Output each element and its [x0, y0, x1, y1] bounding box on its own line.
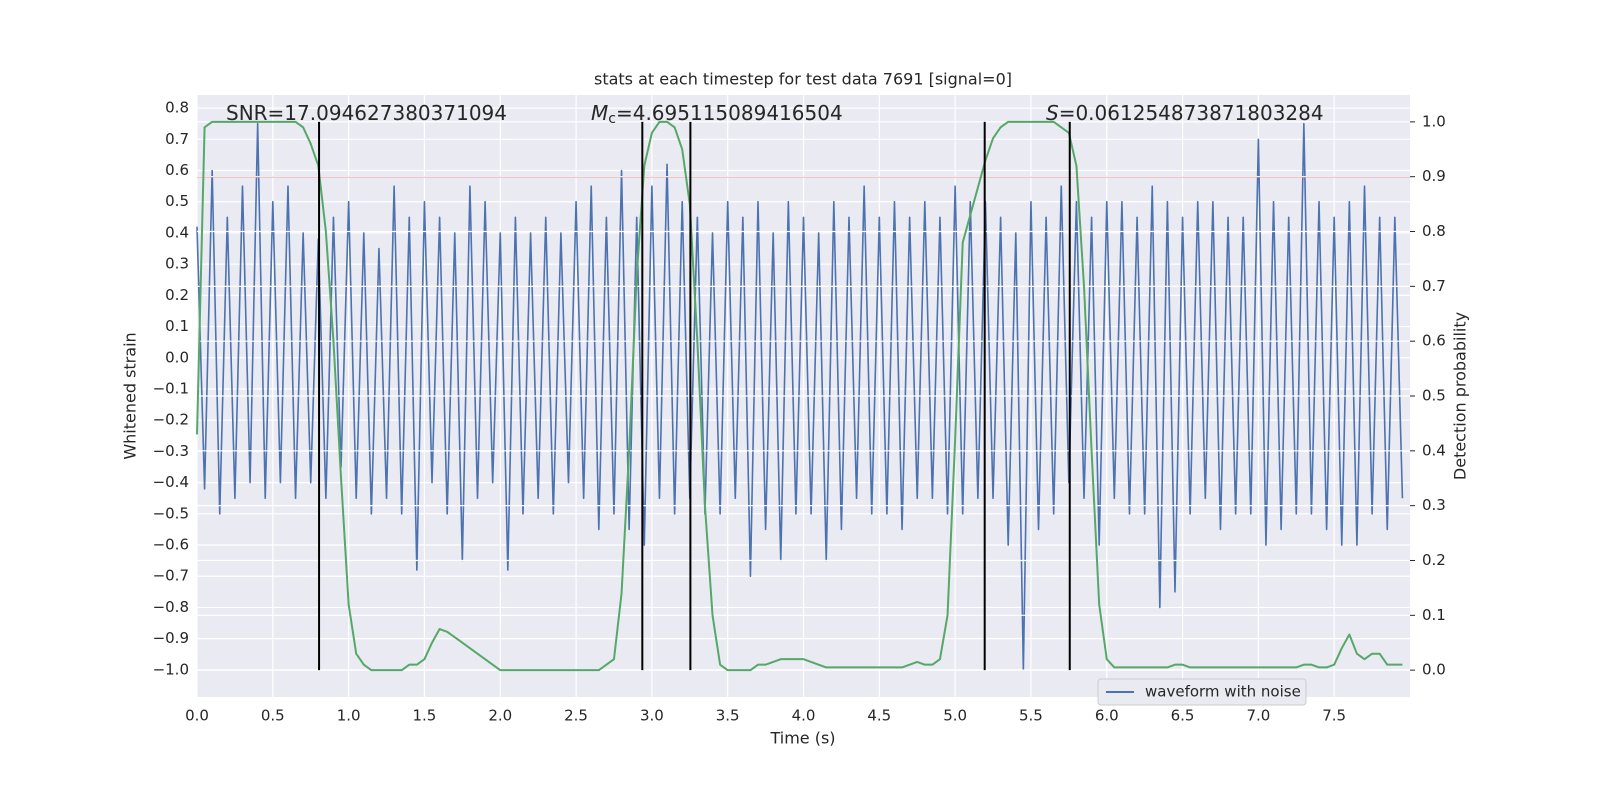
x-tick-label: 7.0: [1246, 707, 1270, 725]
y-tick-label: −0.3: [153, 442, 189, 460]
x-tick-label: 4.5: [867, 707, 891, 725]
annotation-symbol: S: [1046, 101, 1059, 125]
annotation: SNR=17.094627380371094: [226, 101, 507, 125]
x-tick-label: 2.5: [564, 707, 588, 725]
over-layer: [196, 120, 1410, 672]
chart-title: stats at each timestep for test data 769…: [594, 70, 1012, 89]
x-tick-label: 4.0: [792, 707, 816, 725]
y2-tick-label: 1.0: [1422, 112, 1446, 130]
y-tick-label: 0.1: [165, 317, 189, 335]
y2-tick-label: 0.6: [1422, 332, 1446, 350]
y-tick-label: −0.5: [153, 504, 189, 522]
x-tick-label: 0.5: [261, 707, 285, 725]
x-tick-label: 6.0: [1095, 707, 1119, 725]
y2-tick-label: 0.8: [1422, 222, 1446, 240]
annotation-symbol: M: [591, 101, 608, 125]
y-tick-label: −0.1: [153, 379, 189, 397]
legend-label: waveform with noise: [1145, 683, 1301, 701]
y-tick-label: 0.0: [165, 348, 189, 366]
y-tick-label: −0.9: [153, 629, 189, 647]
y2-tick-label: 0.7: [1422, 277, 1446, 295]
x-tick-label: 7.5: [1322, 707, 1346, 725]
y-tick-label: −1.0: [153, 660, 189, 678]
y2-axis-label: Detection probability: [1451, 312, 1470, 480]
y-tick-label: −0.8: [153, 598, 189, 616]
legend: waveform with noise: [1097, 678, 1307, 706]
y2-tick-label: 0.1: [1422, 606, 1446, 624]
annotation-text: SNR=17.094627380371094: [226, 101, 507, 125]
y2-tick-label: 0.9: [1422, 167, 1446, 185]
annotation: S=0.061254873871803284: [1046, 101, 1324, 125]
x-tick-label: 3.5: [716, 707, 740, 725]
y-tick-label: −0.2: [153, 411, 189, 429]
x-tick-label: 5.5: [1019, 707, 1043, 725]
y2-tick-label: 0.5: [1422, 387, 1446, 405]
y-tick-label: 0.3: [165, 255, 189, 273]
annotation-text: =0.061254873871803284: [1059, 101, 1324, 125]
x-tick-label: 6.5: [1171, 707, 1195, 725]
waveform-line: [196, 122, 1404, 671]
y2-tick-label: 0.0: [1422, 661, 1446, 679]
x-tick-label: 2.0: [488, 707, 512, 725]
x-tick-label: 1.0: [337, 707, 361, 725]
y2-tick-label: 0.2: [1422, 551, 1446, 569]
y-tick-label: 0.4: [165, 223, 189, 241]
x-tick-label: 3.0: [640, 707, 664, 725]
x-tick-label: 0.0: [185, 707, 209, 725]
y-tick-label: −0.4: [153, 473, 189, 491]
x-axis-label: Time (s): [769, 729, 835, 748]
y2-tick-label: 0.4: [1422, 441, 1446, 459]
annotation-subscript: c: [608, 111, 616, 127]
annotation: Mc=4.695115089416504: [591, 101, 843, 128]
probability-line: [196, 120, 1403, 672]
x-tick-label: 5.0: [943, 707, 967, 725]
y-tick-label: 0.7: [165, 130, 189, 148]
y-axis-label: Whitened strain: [121, 332, 140, 459]
annotation-text: =4.695115089416504: [616, 101, 843, 125]
y-tick-label: 0.2: [165, 286, 189, 304]
legend-box: [1097, 678, 1307, 706]
y-tick-label: −0.7: [153, 567, 189, 585]
x-tick-label: 1.5: [413, 707, 437, 725]
y2-tick-label: 0.3: [1422, 496, 1446, 514]
y-tick-label: −0.6: [153, 536, 189, 554]
y-tick-label: 0.6: [165, 161, 189, 179]
y-tick-label: 0.8: [165, 99, 189, 117]
y-tick-label: 0.5: [165, 192, 189, 210]
